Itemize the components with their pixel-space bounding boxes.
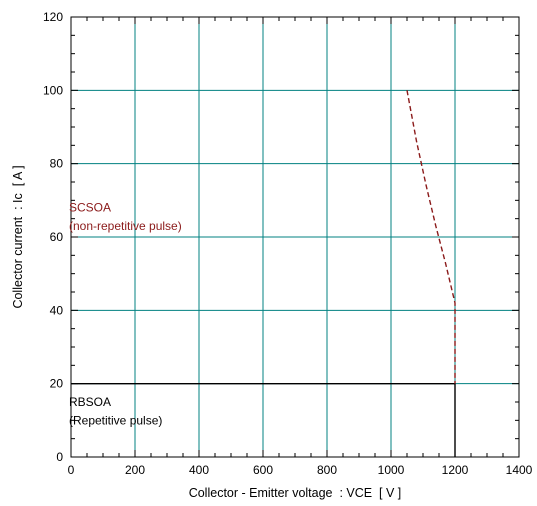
annotation-scsoa: (non-repetitive pulse): [69, 219, 182, 233]
annotation-rbsoa: RBSOA: [69, 395, 111, 409]
y-tick-label: 80: [50, 157, 64, 171]
y-tick-label: 20: [50, 377, 64, 391]
x-tick-label: 1200: [442, 463, 469, 477]
x-tick-label: 0: [68, 463, 75, 477]
y-tick-label: 60: [50, 230, 64, 244]
x-tick-label: 1400: [506, 463, 533, 477]
y-tick-label: 120: [43, 10, 63, 24]
y-tick-label: 100: [43, 83, 63, 97]
x-axis-title: Collector - Emitter voltage : VCE [ V ]: [189, 486, 402, 500]
x-tick-label: 200: [125, 463, 145, 477]
y-tick-label: 40: [50, 303, 64, 317]
x-tick-label: 600: [253, 463, 273, 477]
annotation-rbsoa: (Repetitive pulse): [69, 413, 162, 427]
y-axis-title: Collector current : Ic [ A ]: [11, 165, 25, 308]
x-tick-label: 1000: [378, 463, 405, 477]
x-tick-label: 400: [189, 463, 209, 477]
x-tick-label: 800: [317, 463, 337, 477]
y-tick-label: 0: [56, 450, 63, 464]
annotation-scsoa: SCSOA: [69, 201, 111, 215]
